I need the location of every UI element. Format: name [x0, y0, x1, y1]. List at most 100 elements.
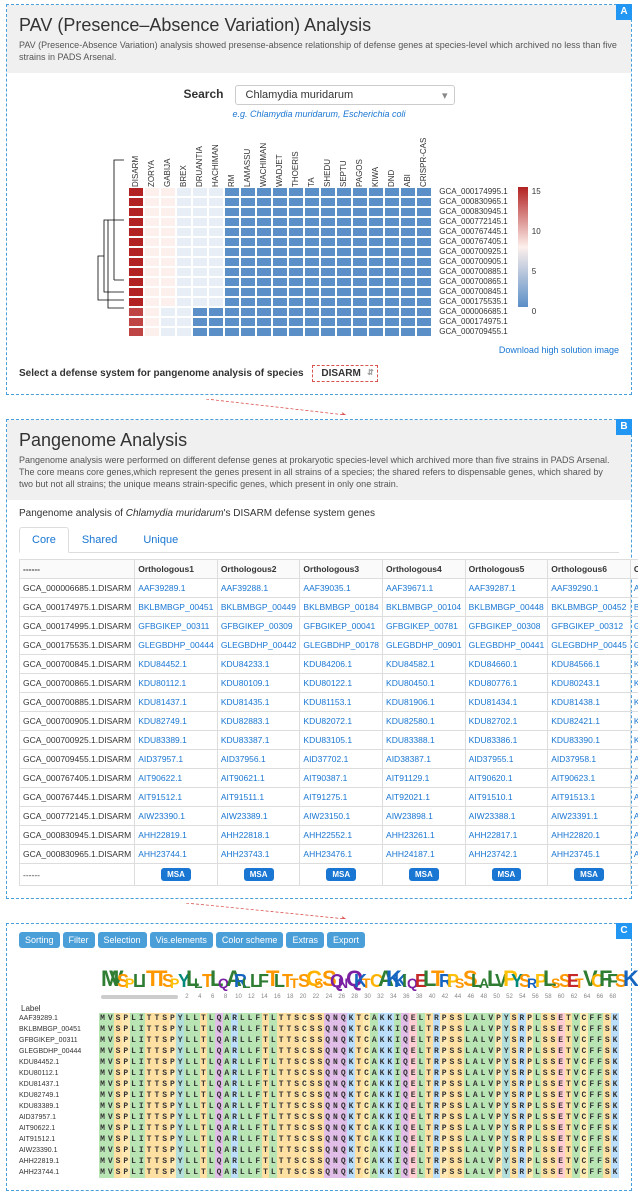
orthologous-link[interactable]: KDU83386.1 [469, 735, 518, 745]
orthologous-link[interactable]: KDU84233.1 [221, 659, 270, 669]
orthologous-link[interactable]: BKLBMBGP_00184 [303, 602, 378, 612]
toolbar-selection[interactable]: Selection [98, 932, 147, 948]
orthologous-link[interactable]: KDU83389.1 [138, 735, 187, 745]
orthologous-link[interactable]: GLEGBDHP_00445 [551, 640, 627, 650]
msa-button[interactable]: MSA [244, 868, 274, 881]
orthologous-link[interactable]: KDU80245.1 [634, 678, 638, 688]
orthologous-link[interactable]: KDU80122.1 [303, 678, 352, 688]
orthologous-link[interactable]: KDU84660.1 [469, 659, 518, 669]
orthologous-link[interactable]: AHH22945.1 [634, 830, 638, 840]
orthologous-link[interactable]: BKLBMBGP_00451 [138, 602, 213, 612]
orthologous-link[interactable]: GFBGIKEP_00308 [469, 621, 541, 631]
eg-link[interactable]: Chlamydia muridarum, Escherichia coli [250, 109, 406, 119]
orthologous-link[interactable]: KDU82883.1 [221, 716, 270, 726]
orthologous-link[interactable]: AIT90622.1 [138, 773, 182, 783]
orthologous-link[interactable]: AIW23898.1 [386, 811, 433, 821]
orthologous-link[interactable]: BKLBMBGP_00104 [386, 602, 461, 612]
tab-unique[interactable]: Unique [130, 527, 191, 552]
orthologous-link[interactable]: KDU83387.1 [221, 735, 270, 745]
orthologous-link[interactable]: GFBGIKEP_00781 [386, 621, 458, 631]
orthologous-link[interactable]: AHH23745.1 [551, 849, 600, 859]
defense-system-select[interactable]: DISARM [312, 365, 377, 382]
orthologous-link[interactable]: AHH23870.1 [634, 849, 638, 859]
orthologous-link[interactable]: AAF39396.1 [634, 583, 638, 593]
msa-button[interactable]: MSA [409, 868, 439, 881]
msa-button[interactable]: MSA [326, 868, 356, 881]
orthologous-link[interactable]: AAF39288.1 [221, 583, 268, 593]
orthologous-link[interactable]: AHH23742.1 [469, 849, 518, 859]
orthologous-link[interactable]: KDU84566.1 [551, 659, 600, 669]
download-link[interactable]: Download high solution image [19, 345, 619, 355]
orthologous-link[interactable]: AIW23388.1 [469, 811, 516, 821]
orthologous-link[interactable]: AHH22817.1 [469, 830, 518, 840]
orthologous-link[interactable]: AIT91512.1 [138, 792, 182, 802]
orthologous-link[interactable]: AIT91625.1 [634, 792, 638, 802]
toolbar-colorscheme[interactable]: Color scheme [216, 932, 284, 948]
tab-core[interactable]: Core [19, 527, 69, 553]
orthologous-link[interactable]: KDU84206.1 [303, 659, 352, 669]
orthologous-link[interactable]: GFBGIKEP_00312 [551, 621, 623, 631]
orthologous-link[interactable]: AHH22820.1 [551, 830, 600, 840]
orthologous-link[interactable]: AIT90621.1 [221, 773, 265, 783]
orthologous-link[interactable]: AIW23150.1 [303, 811, 350, 821]
orthologous-link[interactable]: KDU80243.1 [551, 678, 600, 688]
orthologous-link[interactable]: AIT90387.1 [303, 773, 347, 783]
orthologous-link[interactable]: AID37957.1 [138, 754, 183, 764]
toolbar-extras[interactable]: Extras [286, 932, 324, 948]
orthologous-link[interactable]: KDU82280.1 [634, 716, 638, 726]
orthologous-link[interactable]: GLEGBDHP_00441 [469, 640, 545, 650]
orthologous-link[interactable]: GFBGIKEP_00311 [138, 621, 209, 631]
ruler-bar[interactable] [101, 995, 178, 999]
orthologous-link[interactable]: KDU81435.1 [221, 697, 270, 707]
orthologous-link[interactable]: KDU81434.1 [469, 697, 518, 707]
orthologous-link[interactable]: AIT91511.1 [221, 792, 264, 802]
orthologous-link[interactable]: KDU80109.1 [221, 678, 270, 688]
orthologous-link[interactable]: GFBGIKEP_00445 [634, 621, 638, 631]
orthologous-link[interactable]: AAF39289.1 [138, 583, 185, 593]
orthologous-link[interactable]: AHH22552.1 [303, 830, 352, 840]
orthologous-link[interactable]: AID37956.1 [221, 754, 266, 764]
orthologous-link[interactable]: AHH23744.1 [138, 849, 187, 859]
orthologous-link[interactable]: KDU81153.1 [303, 697, 351, 707]
orthologous-link[interactable]: AIT90738.1 [634, 773, 638, 783]
orthologous-link[interactable]: AIW23391.1 [551, 811, 598, 821]
orthologous-link[interactable]: KDU81906.1 [386, 697, 435, 707]
orthologous-link[interactable]: AAF39035.1 [303, 583, 350, 593]
orthologous-link[interactable]: AID37955.1 [469, 754, 514, 764]
msa-button[interactable]: MSA [492, 868, 522, 881]
toolbar-sorting[interactable]: Sorting [19, 932, 60, 948]
orthologous-link[interactable]: KDU80776.1 [469, 678, 518, 688]
toolbar-viselements[interactable]: Vis.elements [150, 932, 213, 948]
orthologous-link[interactable]: GLEGBDHP_00573 [634, 640, 638, 650]
orthologous-link[interactable]: AAF39290.1 [551, 583, 598, 593]
orthologous-link[interactable]: AIT91275.1 [303, 792, 347, 802]
orthologous-link[interactable]: AID38078.1 [634, 754, 638, 764]
orthologous-link[interactable]: BKLBMBGP_00448 [469, 602, 544, 612]
orthologous-link[interactable]: AIT91513.1 [551, 792, 595, 802]
orthologous-link[interactable]: GLEGBDHP_00178 [303, 640, 379, 650]
orthologous-link[interactable]: AHH22818.1 [221, 830, 270, 840]
orthologous-link[interactable]: BKLBMBGP_00580 [634, 602, 638, 612]
orthologous-link[interactable]: AHH22819.1 [138, 830, 187, 840]
msa-button[interactable]: MSA [161, 868, 191, 881]
orthologous-link[interactable]: AIT91510.1 [469, 792, 513, 802]
toolbar-export[interactable]: Export [327, 932, 365, 948]
orthologous-link[interactable]: KDU82580.1 [386, 716, 435, 726]
orthologous-link[interactable]: KDU81437.1 [138, 697, 187, 707]
orthologous-link[interactable]: AIT91129.1 [386, 773, 429, 783]
orthologous-link[interactable]: AID37958.1 [551, 754, 596, 764]
orthologous-link[interactable]: AAF39287.1 [469, 583, 516, 593]
orthologous-link[interactable]: KDU84452.1 [138, 659, 187, 669]
orthologous-link[interactable]: KDU80112.1 [138, 678, 186, 688]
species-select[interactable]: Chlamydia muridarum [235, 85, 455, 105]
orthologous-link[interactable]: AIW23504.1 [634, 811, 638, 821]
orthologous-link[interactable]: AAF39671.1 [386, 583, 433, 593]
orthologous-link[interactable]: BKLBMBGP_00452 [551, 602, 626, 612]
orthologous-link[interactable]: KDU82072.1 [303, 716, 352, 726]
orthologous-link[interactable]: KDU82702.1 [469, 716, 518, 726]
orthologous-link[interactable]: KDU82421.1 [551, 716, 600, 726]
orthologous-link[interactable]: AIT90623.1 [551, 773, 595, 783]
orthologous-link[interactable]: KDU81438.1 [551, 697, 600, 707]
tab-shared[interactable]: Shared [69, 527, 130, 552]
orthologous-link[interactable]: GLEGBDHP_00442 [221, 640, 297, 650]
